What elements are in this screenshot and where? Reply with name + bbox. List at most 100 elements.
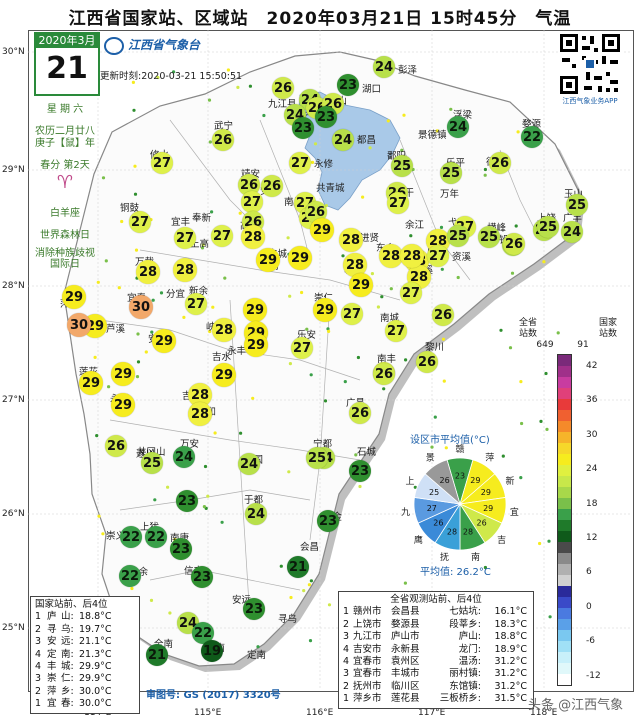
station-temp[interactable]: 22 (120, 526, 142, 548)
station-temp[interactable]: 29 (244, 333, 268, 357)
station-temp[interactable]: 26 (349, 402, 371, 424)
station-temp[interactable]: 27 (387, 192, 409, 214)
station-temp[interactable]: 28 (241, 225, 265, 249)
station-temp[interactable]: 26 (261, 175, 283, 197)
station-temp[interactable]: 26 (373, 363, 395, 385)
station-temp[interactable]: 29 (313, 298, 337, 322)
station-temp[interactable]: 22 (521, 126, 543, 148)
station-temp[interactable]: 23 (170, 538, 192, 560)
regional-dot (323, 399, 328, 403)
station-temp[interactable]: 29 (256, 248, 280, 272)
weekday: 星 期 六 (46, 104, 84, 115)
station-temp[interactable]: 25 (141, 452, 163, 474)
station-temp[interactable]: 25 (306, 447, 328, 469)
station-temp[interactable]: 28 (136, 260, 160, 284)
station-temp[interactable]: 26 (432, 304, 454, 326)
station-temp[interactable]: 30 (67, 313, 91, 337)
ranking-row: 1 萍乡市 莲花县 三板桥乡: 31.5°C (343, 693, 529, 705)
station-temp[interactable]: 29 (79, 371, 103, 395)
station-temp[interactable]: 28 (400, 244, 424, 268)
station-temp[interactable]: 27 (341, 303, 363, 325)
station-temp[interactable]: 29 (152, 329, 176, 353)
station-temp[interactable]: 28 (188, 402, 212, 426)
station-temp[interactable]: 27 (129, 211, 151, 233)
station-temp[interactable]: 23 (337, 74, 359, 96)
station-temp[interactable]: 27 (291, 337, 313, 359)
station-temp[interactable]: 29 (111, 362, 135, 386)
station-temp[interactable]: 26 (305, 201, 327, 223)
station-temp[interactable]: 26 (238, 174, 260, 196)
station-temp[interactable]: 24 (373, 56, 395, 78)
station-temp[interactable]: 27 (427, 245, 449, 267)
station-temp[interactable]: 22 (119, 565, 141, 587)
station-temp[interactable]: 29 (62, 285, 86, 309)
station-temp[interactable]: 21 (287, 556, 309, 578)
station-temp[interactable]: 25 (391, 155, 413, 177)
station-temp[interactable]: 27 (211, 225, 233, 247)
station-temp[interactable]: 23 (176, 490, 198, 512)
ranking-row: 2 萍乡: 30.0°C (35, 686, 135, 698)
station-temp[interactable]: 26 (416, 351, 438, 373)
qr-code-icon[interactable] (558, 32, 622, 96)
station-temp[interactable]: 21 (146, 644, 168, 666)
station-temp[interactable]: 27 (241, 191, 263, 213)
station-temp[interactable]: 25 (537, 216, 559, 238)
station-temp[interactable]: 25 (566, 194, 588, 216)
station-temp[interactable]: 25 (447, 225, 469, 247)
station-temp[interactable]: 28 (173, 258, 197, 282)
station-temp[interactable]: 28 (212, 318, 236, 342)
station-temp[interactable]: 23 (349, 460, 371, 482)
station-temp[interactable]: 26 (105, 435, 127, 457)
station-temp[interactable]: 19 (201, 640, 223, 662)
station-temp[interactable]: 24 (561, 221, 583, 243)
colorbar-swatch (558, 498, 571, 509)
station-temp[interactable]: 23 (315, 106, 337, 128)
station-temp[interactable]: 29 (349, 273, 373, 297)
ranking-cell: 临川区 (391, 680, 420, 692)
station-temp[interactable]: 27 (174, 227, 196, 249)
station-temp[interactable]: 23 (317, 510, 339, 532)
station-temp[interactable]: 22 (145, 526, 167, 548)
station-temp[interactable]: 30 (129, 295, 153, 319)
station-temp[interactable]: 28 (379, 244, 403, 268)
station-temp[interactable]: 27 (185, 293, 207, 315)
station-temp[interactable]: 26 (272, 77, 294, 99)
city-label: 彭泽 (398, 65, 418, 76)
station-temp[interactable]: 23 (243, 598, 265, 620)
pie-slice-label: 抚 (440, 551, 449, 563)
station-temp[interactable]: 27 (385, 320, 407, 342)
station-temp[interactable]: 26 (503, 233, 525, 255)
station-temp[interactable]: 27 (289, 152, 311, 174)
station-temp[interactable]: 27 (400, 282, 422, 304)
ranking-cell: 丰 (47, 661, 57, 673)
station-temp[interactable]: 24 (238, 453, 260, 475)
station-temp[interactable]: 24 (173, 446, 195, 468)
station-temp[interactable]: 29 (310, 218, 334, 242)
regional-dot (309, 373, 313, 377)
station-temp[interactable]: 28 (339, 228, 363, 252)
station-temp[interactable]: 26 (489, 152, 511, 174)
regional-dot (288, 294, 292, 298)
regional-dot (386, 119, 390, 123)
city-label: 南丰 (377, 354, 397, 365)
station-temp[interactable]: 28 (343, 253, 367, 277)
station-temp[interactable]: 25 (478, 226, 500, 248)
ranking-cell: 21.3°C (79, 648, 112, 660)
station-temp[interactable]: 25 (440, 162, 462, 184)
station-temp[interactable]: 29 (212, 363, 236, 387)
station-temp[interactable]: 24 (245, 503, 267, 525)
station-temp[interactable]: 29 (243, 298, 267, 322)
station-temp[interactable]: 24 (332, 129, 354, 151)
regional-dot (93, 355, 97, 359)
station-temp[interactable]: 23 (292, 117, 314, 139)
station-temp[interactable]: 26 (212, 129, 234, 151)
station-temp[interactable]: 23 (191, 566, 213, 588)
ranking-cell: 18.3°C (494, 618, 527, 630)
station-temp[interactable]: 22 (192, 622, 214, 644)
city-label: 上高 (190, 239, 210, 250)
station-temp[interactable]: 27 (151, 152, 173, 174)
ranking-cell: 城: (61, 661, 74, 673)
station-temp[interactable]: 24 (447, 116, 469, 138)
station-temp[interactable]: 29 (111, 393, 135, 417)
station-temp[interactable]: 29 (288, 246, 312, 270)
